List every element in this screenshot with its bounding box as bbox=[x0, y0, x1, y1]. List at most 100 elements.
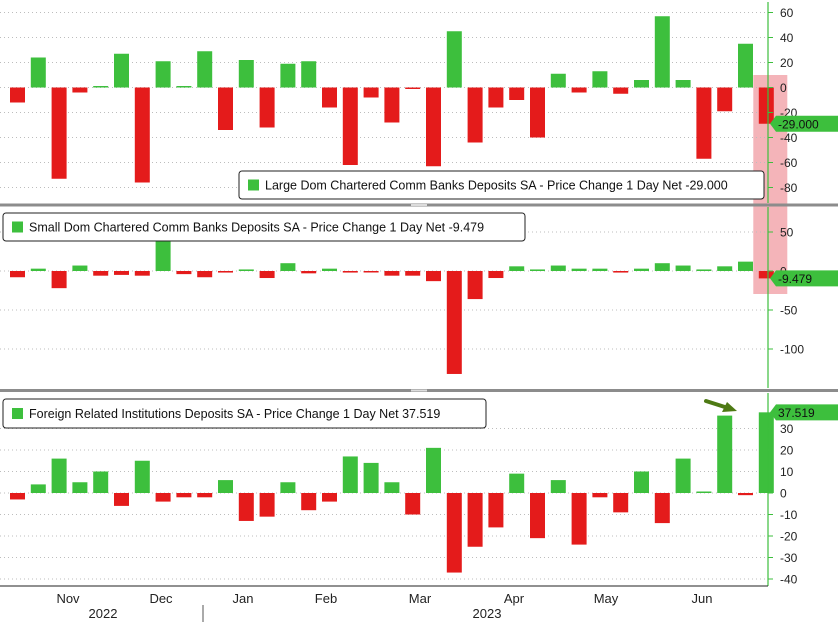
large-bar-0 bbox=[10, 87, 25, 103]
small-bar-17 bbox=[363, 271, 379, 273]
large-tick-label: 20 bbox=[780, 56, 794, 70]
foreign-bar-27 bbox=[571, 493, 587, 545]
small-bar-11 bbox=[238, 269, 254, 271]
large-last-value-label: -29.000 bbox=[778, 117, 819, 131]
small-bar-23 bbox=[488, 271, 504, 279]
foreign-bar-34 bbox=[717, 415, 733, 493]
foreign-bar-19 bbox=[405, 493, 421, 515]
small-bar-0 bbox=[10, 271, 25, 278]
foreign-legend-box bbox=[2, 398, 487, 429]
panel-divider-grip bbox=[411, 389, 427, 392]
foreign-bar-11 bbox=[238, 493, 254, 521]
large-bar-20 bbox=[426, 87, 441, 167]
small-bar-10 bbox=[218, 271, 233, 273]
large-tick-label: 40 bbox=[780, 31, 794, 45]
foreign-bar-10 bbox=[218, 480, 233, 493]
large-tick-label: -60 bbox=[780, 156, 798, 170]
month-label-apr: Apr bbox=[504, 591, 525, 606]
large-last-value-tag bbox=[770, 115, 838, 132]
large-legend-label: Large Dom Chartered Comm Banks Deposits … bbox=[265, 179, 728, 193]
small-last-value-label: -9.479 bbox=[778, 272, 812, 286]
large-bar-3 bbox=[72, 87, 88, 93]
foreign-tick-label: -10 bbox=[780, 508, 798, 522]
panel-divider-grip bbox=[411, 204, 427, 206]
large-bar-35 bbox=[738, 43, 753, 88]
foreign-bar-36 bbox=[758, 412, 774, 493]
large-bar-13 bbox=[280, 63, 296, 88]
foreign-bar-24 bbox=[509, 473, 525, 493]
small-bar-24 bbox=[509, 266, 525, 271]
foreign-bar-30 bbox=[634, 471, 649, 493]
small-tick-label: 50 bbox=[780, 226, 794, 240]
foreign-bar-35 bbox=[738, 493, 753, 496]
large-bar-30 bbox=[634, 80, 649, 88]
foreign-last-value-tag bbox=[770, 404, 838, 421]
small-bar-27 bbox=[571, 268, 587, 271]
foreign-bar-6 bbox=[134, 460, 150, 493]
large-bar-11 bbox=[238, 60, 254, 88]
small-legend-box bbox=[2, 212, 526, 242]
large-bar-17 bbox=[363, 87, 379, 98]
small-bar-20 bbox=[426, 271, 441, 282]
foreign-last-value-label: 37.519 bbox=[778, 406, 815, 420]
foreign-tick-label: 30 bbox=[780, 422, 794, 436]
small-bar-3 bbox=[72, 265, 88, 271]
large-bar-31 bbox=[654, 16, 670, 88]
large-tick-label: -40 bbox=[780, 131, 798, 145]
large-tick-label: -80 bbox=[780, 181, 798, 195]
large-bar-36 bbox=[758, 87, 774, 124]
foreign-bar-5 bbox=[114, 493, 129, 506]
large-bar-16 bbox=[342, 87, 358, 165]
year-label-2023: 2023 bbox=[473, 606, 502, 621]
foreign-bar-25 bbox=[530, 493, 545, 539]
small-bar-16 bbox=[342, 271, 358, 273]
foreign-legend-label: Foreign Related Institutions Deposits SA… bbox=[29, 407, 440, 421]
foreign-bar-14 bbox=[301, 493, 317, 511]
large-bar-8 bbox=[176, 86, 192, 88]
month-label-dec: Dec bbox=[149, 591, 173, 606]
foreign-legend-swatch bbox=[12, 408, 23, 419]
small-bar-33 bbox=[696, 269, 712, 271]
year-label-2022: 2022 bbox=[89, 606, 118, 621]
small-bar-9 bbox=[197, 271, 213, 278]
foreign-bar-29 bbox=[613, 493, 629, 513]
small-bar-4 bbox=[93, 271, 109, 276]
large-bar-27 bbox=[571, 87, 587, 93]
large-bar-2 bbox=[51, 87, 67, 179]
small-bar-35 bbox=[738, 261, 753, 271]
small-bar-19 bbox=[405, 271, 421, 276]
foreign-bar-7 bbox=[155, 493, 171, 502]
large-legend-box bbox=[238, 170, 765, 200]
annotation-arrow-head bbox=[722, 402, 737, 412]
large-bar-26 bbox=[550, 73, 566, 88]
large-legend-swatch bbox=[248, 179, 259, 191]
small-bar-32 bbox=[675, 265, 691, 271]
foreign-tick-label: -20 bbox=[780, 530, 798, 544]
small-bar-6 bbox=[134, 271, 150, 276]
foreign-bar-4 bbox=[93, 471, 109, 493]
foreign-bar-13 bbox=[280, 482, 296, 493]
foreign-tick-label: 0 bbox=[780, 487, 787, 501]
month-label-jun: Jun bbox=[692, 591, 713, 606]
large-bar-9 bbox=[197, 51, 213, 88]
large-bar-12 bbox=[259, 87, 275, 128]
foreign-bar-23 bbox=[488, 493, 504, 528]
foreign-bar-2 bbox=[51, 458, 67, 493]
foreign-bar-22 bbox=[467, 493, 483, 547]
large-bar-5 bbox=[114, 53, 129, 88]
small-bar-15 bbox=[322, 268, 337, 271]
small-legend-label: Small Dom Chartered Comm Banks Deposits … bbox=[29, 221, 484, 235]
small-tick-label: -100 bbox=[780, 343, 804, 357]
small-bar-36 bbox=[758, 271, 774, 279]
annotation-arrow-shaft bbox=[704, 399, 730, 410]
foreign-bar-20 bbox=[426, 447, 441, 493]
month-label-may: May bbox=[594, 591, 619, 606]
month-label-nov: Nov bbox=[56, 591, 80, 606]
small-tick-label: -50 bbox=[780, 304, 798, 318]
foreign-bar-28 bbox=[592, 493, 608, 498]
foreign-bar-18 bbox=[384, 482, 400, 493]
foreign-bar-21 bbox=[446, 493, 462, 573]
large-bar-19 bbox=[405, 87, 421, 89]
small-bar-28 bbox=[592, 268, 608, 271]
